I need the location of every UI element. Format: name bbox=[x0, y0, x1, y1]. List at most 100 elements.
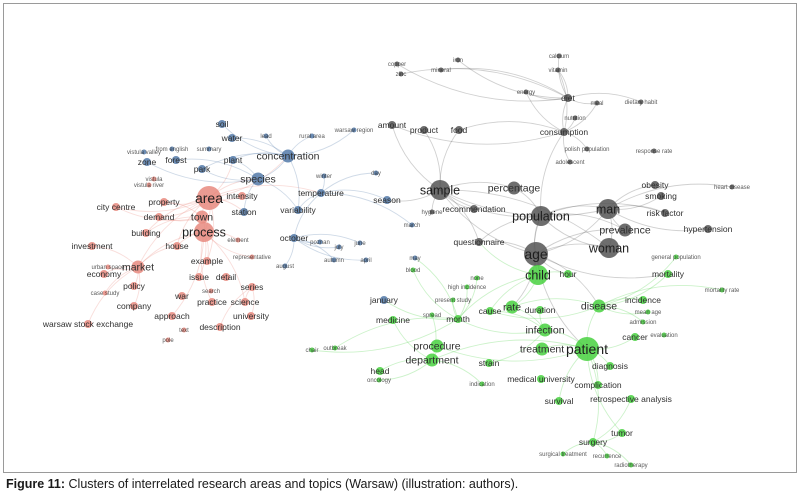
node-poznan[interactable] bbox=[317, 239, 323, 245]
node-january[interactable] bbox=[380, 296, 388, 304]
node-market[interactable] bbox=[131, 260, 145, 274]
node-element[interactable] bbox=[235, 237, 241, 243]
node-variability[interactable] bbox=[294, 206, 302, 214]
node-lead[interactable] bbox=[263, 133, 269, 139]
node-cause[interactable] bbox=[486, 307, 494, 315]
node-demand[interactable] bbox=[155, 213, 163, 221]
node-copper[interactable] bbox=[394, 61, 400, 67]
node-intensity[interactable] bbox=[238, 192, 246, 200]
node-man[interactable] bbox=[598, 199, 618, 219]
node-radiotherapy[interactable] bbox=[628, 462, 634, 468]
node-outbreak[interactable] bbox=[332, 345, 338, 351]
node-warsaw-region[interactable] bbox=[351, 127, 357, 133]
node-building[interactable] bbox=[142, 229, 150, 237]
node-season[interactable] bbox=[383, 196, 391, 204]
node-cancer[interactable] bbox=[631, 333, 639, 341]
node-patient[interactable] bbox=[575, 337, 599, 361]
node-temperature[interactable] bbox=[317, 189, 325, 197]
node-none[interactable] bbox=[474, 275, 480, 281]
node-indication[interactable] bbox=[479, 381, 485, 387]
node-blood[interactable] bbox=[410, 267, 416, 273]
node-recommendation[interactable] bbox=[470, 205, 478, 213]
node-rate[interactable] bbox=[505, 300, 519, 314]
node-mortality-rate[interactable] bbox=[719, 287, 725, 293]
node-oncology[interactable] bbox=[376, 377, 382, 383]
node-search[interactable] bbox=[208, 288, 214, 294]
node-general-population[interactable] bbox=[673, 254, 679, 260]
node-vitamin[interactable] bbox=[555, 67, 561, 73]
node-plant[interactable] bbox=[229, 156, 237, 164]
node-mean-age[interactable] bbox=[645, 309, 651, 315]
node-station[interactable] bbox=[240, 208, 248, 216]
node-case-study[interactable] bbox=[102, 290, 108, 296]
node-adolescent[interactable] bbox=[567, 159, 573, 165]
node-surgery[interactable] bbox=[589, 438, 597, 446]
node-example[interactable] bbox=[203, 257, 211, 265]
node-detail[interactable] bbox=[222, 273, 230, 281]
node-vistula-river[interactable] bbox=[146, 182, 152, 188]
node-heart-disease[interactable] bbox=[729, 184, 735, 190]
node-species[interactable] bbox=[251, 172, 265, 186]
node-disease[interactable] bbox=[592, 299, 606, 313]
node-process[interactable] bbox=[194, 222, 214, 242]
node-city-centre[interactable] bbox=[112, 203, 120, 211]
node-description[interactable] bbox=[216, 323, 224, 331]
node-present-study[interactable] bbox=[450, 297, 456, 303]
node-series[interactable] bbox=[248, 283, 256, 291]
node-june[interactable] bbox=[357, 240, 363, 246]
node-tumor[interactable] bbox=[618, 429, 626, 437]
node-admission[interactable] bbox=[640, 319, 646, 325]
node-percentage[interactable] bbox=[507, 181, 521, 195]
node-month[interactable] bbox=[454, 315, 462, 323]
node-park[interactable] bbox=[198, 165, 206, 173]
node-survival[interactable] bbox=[555, 397, 563, 405]
node-child[interactable] bbox=[528, 265, 548, 285]
node-retrospective[interactable] bbox=[627, 395, 635, 403]
node-july[interactable] bbox=[336, 244, 342, 250]
node-water[interactable] bbox=[228, 134, 236, 142]
node-approach[interactable] bbox=[168, 312, 176, 320]
node-treatment[interactable] bbox=[535, 342, 549, 356]
node-economy[interactable] bbox=[100, 270, 108, 278]
node-polish-population[interactable] bbox=[584, 146, 590, 152]
node-science[interactable] bbox=[241, 298, 249, 306]
node-surgical-treatment[interactable] bbox=[560, 451, 566, 457]
node-policy[interactable] bbox=[130, 282, 138, 290]
node-complication[interactable] bbox=[594, 381, 602, 389]
node-representative[interactable] bbox=[249, 254, 255, 260]
node-chair[interactable] bbox=[309, 347, 315, 353]
node-vistula[interactable] bbox=[151, 176, 157, 182]
node-day[interactable] bbox=[373, 170, 379, 176]
node-april[interactable] bbox=[363, 257, 369, 263]
node-august[interactable] bbox=[282, 263, 288, 269]
node-text[interactable] bbox=[181, 327, 187, 333]
node-woman[interactable] bbox=[599, 238, 619, 258]
node-vistula-valley[interactable] bbox=[141, 149, 147, 155]
node-diet[interactable] bbox=[564, 94, 572, 102]
node-zinc[interactable] bbox=[398, 71, 404, 77]
node-pole[interactable] bbox=[165, 337, 171, 343]
node-mortality[interactable] bbox=[664, 270, 672, 278]
node-forest[interactable] bbox=[172, 156, 180, 164]
node-obesity[interactable] bbox=[651, 181, 659, 189]
node-diagnosis[interactable] bbox=[606, 362, 614, 370]
node-hygiene[interactable] bbox=[429, 209, 435, 215]
node-summary[interactable] bbox=[206, 146, 212, 152]
node-consumption[interactable] bbox=[560, 128, 568, 136]
node-hour[interactable] bbox=[564, 270, 572, 278]
node-product[interactable] bbox=[420, 126, 428, 134]
node-food[interactable] bbox=[455, 126, 463, 134]
node-nutrition[interactable] bbox=[572, 115, 578, 121]
node-practice[interactable] bbox=[208, 298, 216, 306]
node-may[interactable] bbox=[412, 255, 418, 261]
node-age[interactable] bbox=[524, 242, 548, 266]
node-strain[interactable] bbox=[485, 359, 493, 367]
node-medicine[interactable] bbox=[389, 316, 397, 324]
node-evaluation[interactable] bbox=[661, 332, 667, 338]
node-procedure[interactable] bbox=[430, 339, 444, 353]
node-calcium[interactable] bbox=[556, 53, 562, 59]
node-property[interactable] bbox=[160, 198, 168, 206]
node-issue[interactable] bbox=[195, 273, 203, 281]
node-dietary-habit[interactable] bbox=[638, 99, 644, 105]
node-urban-space[interactable] bbox=[105, 264, 111, 270]
